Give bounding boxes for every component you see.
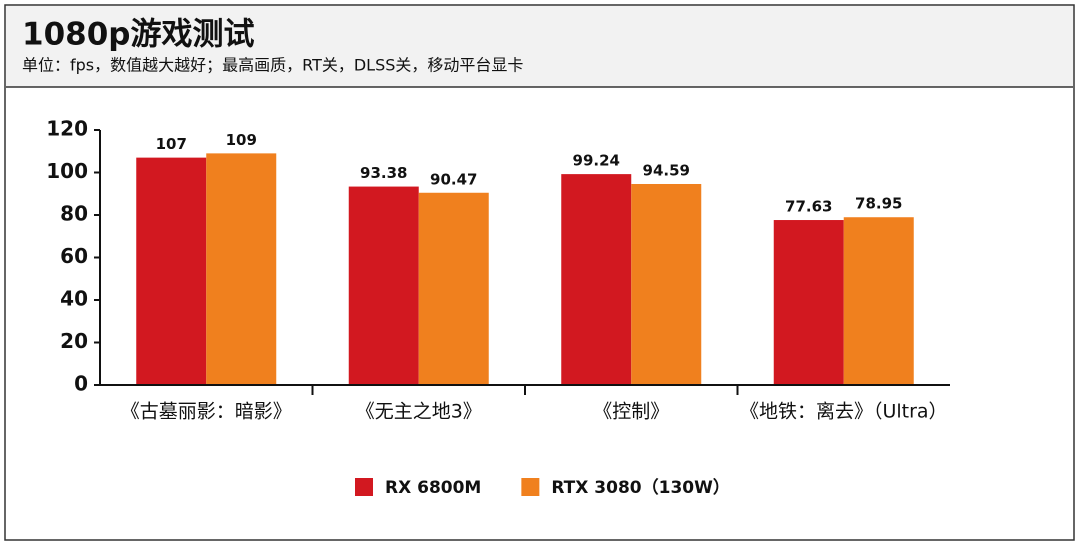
- y-tick-label: 0: [74, 372, 88, 396]
- value-label: 77.63: [785, 198, 832, 216]
- value-label: 93.38: [360, 164, 407, 182]
- legend-label: RTX 3080（130W）: [551, 477, 730, 498]
- value-label: 78.95: [855, 195, 902, 213]
- header-bg: [6, 6, 1073, 87]
- y-tick-label: 20: [60, 329, 88, 353]
- chart-title: 1080p游戏测试: [22, 17, 254, 53]
- y-tick-label: 120: [46, 117, 88, 141]
- legend-swatch: [521, 478, 540, 496]
- bar: [348, 186, 419, 385]
- bar: [631, 183, 702, 385]
- chart-subtitle: 单位：fps，数值越大越好；最高画质，RT关，DLSS关，移动平台显卡: [22, 56, 523, 75]
- bar: [418, 192, 489, 385]
- x-tick-label: 《无主之地3》: [356, 401, 482, 423]
- y-tick-label: 100: [46, 159, 88, 183]
- legend-swatch: [355, 478, 373, 496]
- bar: [206, 153, 277, 385]
- y-tick-label: 80: [60, 202, 88, 226]
- bar: [773, 220, 844, 385]
- x-tick-label: 《控制》: [593, 401, 669, 423]
- value-label: 90.47: [430, 170, 477, 188]
- value-label: 94.59: [643, 161, 690, 179]
- value-label: 107: [156, 135, 187, 153]
- y-tick-label: 60: [60, 244, 88, 268]
- value-label: 109: [226, 131, 257, 149]
- x-tick-label: 《古墓丽影：暗影》: [121, 401, 292, 423]
- value-label: 99.24: [573, 152, 620, 170]
- legend-label: RX 6800M: [385, 478, 481, 498]
- bar: [843, 217, 914, 385]
- bar: [136, 157, 207, 385]
- y-tick-label: 40: [60, 287, 88, 311]
- x-tick-label: 《地铁：离去》（Ultra）: [740, 401, 948, 423]
- bar: [561, 174, 632, 385]
